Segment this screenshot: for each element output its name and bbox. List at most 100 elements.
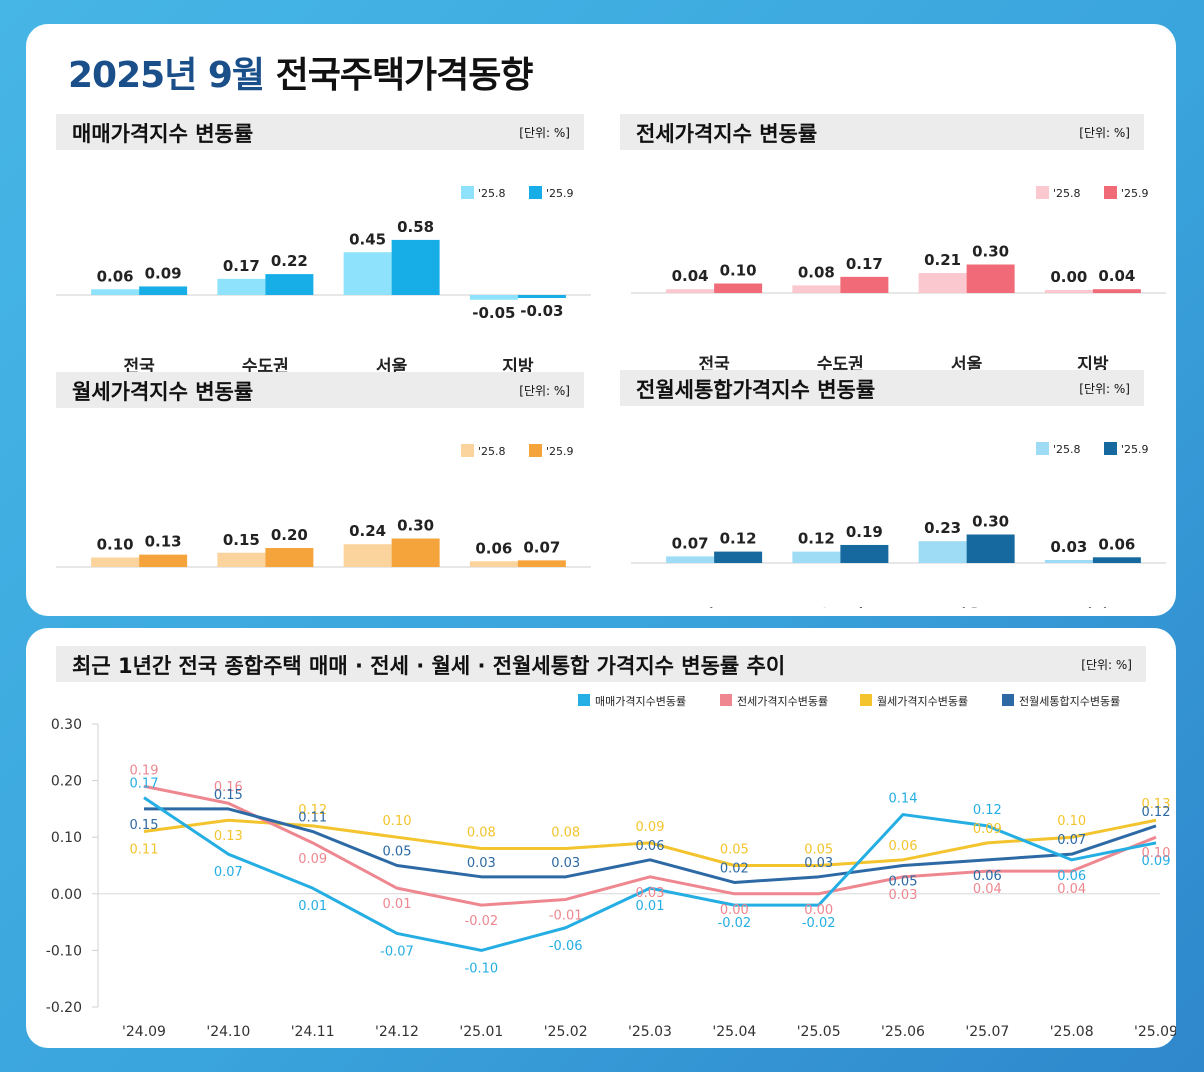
legend-swatch-1 (1104, 186, 1117, 199)
legend-label-2: 월세가격지수변동률 (877, 695, 968, 708)
bar-0-2-0 (343, 252, 392, 295)
point-label: 0.07 (1057, 833, 1086, 848)
category-label: 수도권 (817, 607, 864, 608)
sale-panel-title: 매매가격지수 변동률 (72, 122, 254, 146)
data-label: 0.20 (271, 526, 308, 544)
data-label: -0.05 (472, 304, 515, 322)
x-tick-label: '25.06 (881, 1024, 925, 1040)
data-label: 0.12 (798, 530, 835, 548)
data-label: 0.21 (924, 251, 961, 269)
data-label: 0.07 (672, 534, 709, 552)
point-label: 0.15 (130, 818, 159, 833)
bar-0-1-1 (265, 274, 314, 295)
legend-label-1: '25.9 (546, 445, 574, 458)
title-text: 전국주택가격동향 (275, 55, 534, 96)
point-label: 0.08 (467, 826, 496, 841)
data-label: 0.04 (1098, 267, 1135, 285)
y-tick-label: 0.00 (51, 887, 82, 903)
bar-2-0-1 (139, 554, 188, 567)
point-label: 0.11 (298, 811, 327, 826)
combined-panel-unit: [단위: %] (1079, 382, 1130, 396)
data-label: 0.04 (672, 267, 709, 285)
data-label: 0.22 (271, 252, 308, 270)
point-label: 0.06 (1057, 869, 1086, 884)
x-tick-label: '24.09 (122, 1024, 166, 1040)
data-label: 0.13 (145, 533, 182, 551)
series-line-1 (143, 784, 1157, 907)
point-label: 0.13 (214, 829, 243, 844)
data-label: 0.07 (523, 538, 560, 556)
bar-1-2-1 (966, 264, 1015, 293)
jeonse-panel-title: 전세가격지수 변동률 (636, 122, 818, 146)
bar-0-0-0 (91, 289, 140, 295)
point-label: 0.12 (1142, 805, 1171, 820)
x-tick-label: '24.10 (206, 1024, 250, 1040)
summary-card: 2025년 9월 전국주택가격동향 매매가격지수 변동률 [단위: %] '25… (26, 24, 1176, 616)
point-label: 0.09 (636, 820, 665, 835)
x-tick-label: '25.03 (628, 1024, 672, 1040)
title-year: 2025년 9월 (68, 55, 265, 96)
bar-2-3-1 (517, 560, 566, 567)
point-label: 0.10 (383, 814, 412, 829)
y-tick-label: 0.20 (51, 774, 82, 790)
data-label: 0.06 (475, 539, 512, 557)
legend-label-0: '25.8 (1053, 443, 1081, 456)
point-label: 0.03 (636, 886, 665, 901)
point-label: 0.09 (1142, 854, 1171, 869)
point-label: 0.01 (298, 899, 327, 914)
data-label: 0.08 (798, 263, 835, 281)
monthly-panel-unit: [단위: %] (519, 384, 570, 398)
bar-0-2-1 (391, 239, 440, 295)
point-label: -0.02 (718, 916, 752, 931)
series-line-0 (143, 796, 1157, 952)
point-label: 0.07 (214, 865, 243, 880)
point-label: 0.05 (804, 843, 833, 858)
point-label: 0.17 (130, 777, 159, 792)
legend-swatch-0 (461, 444, 474, 457)
point-label: 0.05 (720, 843, 749, 858)
point-label: 0.09 (298, 852, 327, 867)
y-tick-label: -0.20 (46, 1000, 82, 1016)
bar-1-1-0 (792, 285, 841, 293)
bar-1-0-1 (714, 283, 763, 293)
point-label: -0.06 (549, 939, 583, 954)
category-label: 지방 (1077, 607, 1109, 608)
data-label: 0.06 (97, 267, 134, 285)
x-tick-label: '25.07 (965, 1024, 1009, 1040)
data-label: 0.12 (720, 530, 757, 548)
legend-swatch-1 (1104, 442, 1117, 455)
data-label: 0.10 (97, 536, 134, 554)
x-tick-label: '25.05 (797, 1024, 841, 1040)
point-label: 0.12 (973, 803, 1002, 818)
point-label: -0.02 (802, 916, 836, 931)
jeonse-panel-unit: [단위: %] (1079, 126, 1130, 140)
legend-swatch-2 (860, 694, 872, 706)
bar-2-1-0 (217, 552, 266, 567)
point-label: 0.05 (383, 845, 412, 860)
point-label: 0.00 (804, 903, 833, 918)
point-label: 0.19 (130, 763, 159, 778)
bar-2-3-0 (469, 561, 518, 567)
point-label: 0.00 (720, 903, 749, 918)
jeonse-panel-header: 전세가격지수 변동률 [단위: %] (620, 114, 1144, 150)
data-label: 0.24 (349, 522, 386, 540)
trend-card: 최근 1년간 전국 종합주택 매매 · 전세 · 월세 · 전월세통합 가격지수… (26, 628, 1176, 1048)
legend-swatch-1 (720, 694, 732, 706)
point-label: 0.03 (551, 856, 580, 871)
data-label: 0.17 (223, 257, 260, 275)
bar-0-1-0 (217, 278, 266, 295)
data-label: 0.00 (1050, 268, 1087, 286)
bar-3-1-0 (792, 551, 841, 563)
legend-swatch-0 (1036, 186, 1049, 199)
data-label: 0.30 (397, 517, 434, 535)
data-label: 0.09 (145, 264, 182, 282)
point-label: 0.03 (467, 856, 496, 871)
bar-1-3-0 (1044, 290, 1093, 293)
point-label: -0.01 (549, 908, 583, 923)
legend-label-1: '25.9 (546, 187, 574, 200)
bar-2-0-0 (91, 557, 140, 567)
category-label: 전국 (698, 607, 730, 608)
data-label: 0.30 (972, 513, 1009, 531)
x-tick-label: '25.04 (712, 1024, 756, 1040)
